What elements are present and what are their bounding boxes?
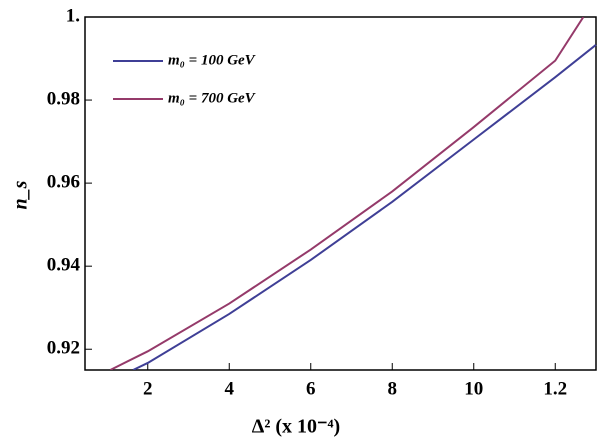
y-tick-label: 0.94 xyxy=(47,255,81,276)
y-tick-label: 0.96 xyxy=(47,171,80,192)
y-tick-label: 1. xyxy=(66,5,80,26)
legend-label: m₀ = 700 GeV xyxy=(168,90,257,106)
x-tick-label: 10 xyxy=(464,378,483,399)
y-axis-label: n_s xyxy=(10,180,32,209)
plot-frame xyxy=(84,16,597,371)
x-tick-label: 1.2 xyxy=(543,378,567,399)
y-tick-label: 0.92 xyxy=(47,338,80,359)
x-tick-label: 8 xyxy=(388,378,398,399)
x-tick-label: 2 xyxy=(143,378,153,399)
x-axis-label: Δ² (x 10⁻⁴) xyxy=(252,416,340,438)
x-tick-label: 6 xyxy=(306,378,316,399)
y-tick-label: 0.98 xyxy=(47,88,80,109)
plot-area xyxy=(109,17,597,370)
line-series xyxy=(132,44,597,370)
x-tick-label: 4 xyxy=(225,378,235,399)
legend-label: m₀ = 100 GeV xyxy=(168,52,257,68)
line-series xyxy=(109,17,585,370)
